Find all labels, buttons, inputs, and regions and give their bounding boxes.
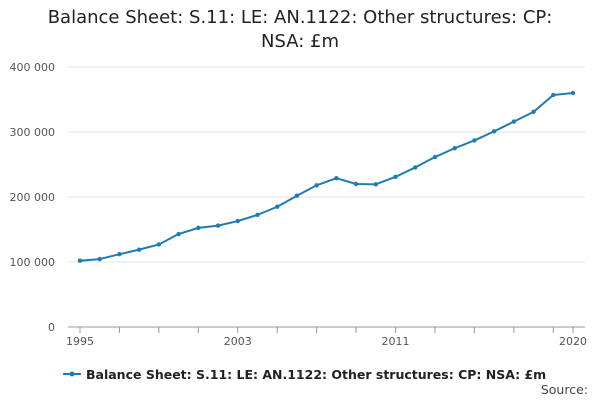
- chart-title: Balance Sheet: S.11: LE: AN.1122: Other …: [0, 6, 600, 54]
- data-point[interactable]: [215, 223, 221, 228]
- data-point[interactable]: [314, 183, 319, 188]
- x-axis: [68, 326, 585, 333]
- legend-line-marker-icon: [63, 371, 81, 377]
- data-point[interactable]: [373, 182, 378, 187]
- data-point[interactable]: [255, 212, 260, 218]
- data-point[interactable]: [97, 256, 102, 262]
- y-tick-label: 100 000: [10, 256, 56, 269]
- x-tick-label: 2020: [559, 335, 587, 348]
- data-point[interactable]: [432, 154, 438, 160]
- data-point[interactable]: [235, 218, 240, 224]
- data-point[interactable]: [491, 129, 497, 134]
- data-point[interactable]: [413, 165, 418, 170]
- gridlines: [68, 66, 585, 263]
- data-point[interactable]: [452, 146, 457, 151]
- data-point[interactable]: [511, 119, 517, 124]
- y-tick-label: 400 000: [10, 61, 56, 74]
- data-point[interactable]: [275, 204, 280, 209]
- source-label: Source:: [540, 382, 588, 397]
- y-axis-tick-labels: 0 100 000 200 000 300 000 400 000: [10, 61, 56, 334]
- series-line: [79, 92, 574, 262]
- data-point[interactable]: [196, 225, 201, 231]
- data-point[interactable]: [334, 175, 339, 181]
- data-point[interactable]: [531, 109, 536, 115]
- x-tick-label: 2003: [224, 335, 252, 348]
- data-point[interactable]: [156, 242, 162, 247]
- chart-title-line-1: Balance Sheet: S.11: LE: AN.1122: Other …: [47, 7, 553, 28]
- data-point[interactable]: [294, 193, 300, 198]
- y-tick-label: 200 000: [10, 191, 56, 204]
- chart-title-line-2: NSA: £m: [261, 31, 339, 52]
- data-point[interactable]: [551, 92, 556, 98]
- data-point[interactable]: [77, 258, 83, 263]
- y-tick-label: 300 000: [10, 126, 56, 139]
- data-point[interactable]: [472, 138, 477, 143]
- legend[interactable]: Balance Sheet: S.11: LE: AN.1122: Other …: [62, 364, 546, 384]
- data-point[interactable]: [393, 174, 398, 180]
- y-tick-label: 0: [48, 321, 55, 334]
- x-tick-label: 2011: [382, 335, 410, 348]
- x-axis-tick-labels: 1995 2003 2011 2020: [66, 335, 587, 348]
- data-point[interactable]: [176, 231, 181, 237]
- data-point[interactable]: [353, 181, 359, 187]
- data-point[interactable]: [117, 252, 122, 257]
- data-point[interactable]: [570, 90, 576, 96]
- x-tick-label: 1995: [66, 335, 94, 348]
- legend-label: Balance Sheet: S.11: LE: AN.1122: Other …: [86, 366, 547, 382]
- data-point[interactable]: [136, 247, 142, 252]
- series-group: [77, 90, 576, 263]
